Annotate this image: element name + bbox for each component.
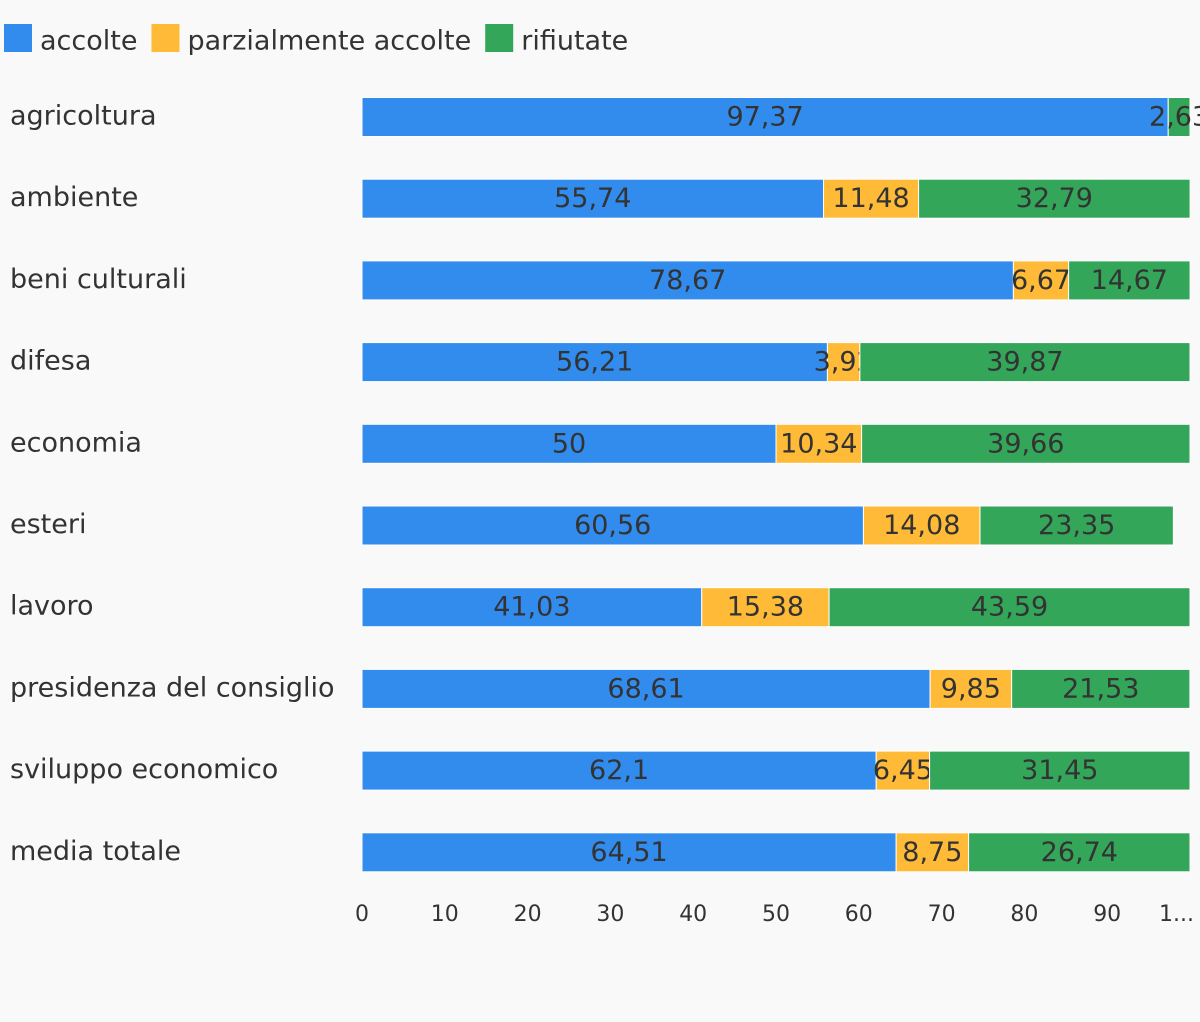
x-tick-label: 1... — [1159, 902, 1194, 927]
bar-segment — [361, 750, 877, 791]
legend-label: rifiutate — [521, 26, 628, 57]
legend-swatch — [4, 24, 32, 52]
bar-segment — [1012, 260, 1070, 301]
data-label: 39,87 — [986, 347, 1063, 378]
data-label: 43,59 — [971, 592, 1048, 623]
bar-segment — [929, 668, 1013, 709]
data-label: 9,85 — [941, 673, 1001, 704]
data-label: 6,45 — [873, 755, 933, 786]
data-label: 11,48 — [832, 183, 909, 214]
data-label: 10,34 — [780, 428, 857, 459]
x-tick-label: 20 — [514, 902, 542, 927]
data-label: 64,51 — [590, 837, 667, 868]
data-label: 14,67 — [1091, 265, 1168, 296]
x-tick-label: 0 — [355, 902, 369, 927]
bar-segment — [701, 587, 830, 628]
bar-segment — [1068, 260, 1191, 301]
bar-segment — [1167, 97, 1191, 137]
category-label: sviluppo economico — [10, 754, 278, 785]
data-label: 60,56 — [574, 510, 651, 541]
data-label: 78,67 — [649, 265, 726, 296]
bar-segment — [361, 423, 777, 464]
bar-segment — [826, 342, 861, 383]
x-tick-label: 10 — [431, 902, 459, 927]
category-label: ambiente — [10, 182, 138, 213]
bar-segment — [861, 423, 1191, 464]
category-label: agricoltura — [10, 101, 157, 132]
bar-segment — [862, 505, 981, 546]
category-label: media totale — [10, 836, 181, 867]
legend-swatch — [151, 24, 180, 52]
x-tick-label: 30 — [596, 902, 624, 927]
x-tick-label: 50 — [762, 902, 790, 927]
bar-segment — [828, 587, 1191, 628]
data-label: 15,38 — [727, 592, 804, 623]
data-label: 50 — [552, 428, 586, 459]
category-label: economia — [10, 427, 142, 458]
data-label: 68,61 — [607, 673, 684, 704]
bar-segment — [968, 832, 1191, 873]
bar-segment — [361, 832, 897, 873]
bar-segment — [895, 832, 970, 873]
data-label: 39,66 — [987, 428, 1064, 459]
category-label: esteri — [10, 509, 86, 540]
bar-segment — [361, 342, 828, 383]
data-label: 21,53 — [1062, 673, 1139, 704]
bar-segment — [859, 342, 1191, 383]
data-label: 31,45 — [1021, 755, 1098, 786]
data-label: 14,08 — [883, 510, 960, 541]
data-label: 62,1 — [589, 755, 649, 786]
category-label: presidenza del consiglio — [10, 672, 335, 703]
data-label: 26,74 — [1041, 837, 1118, 868]
category-label: difesa — [10, 346, 91, 377]
bar-segment — [361, 97, 1169, 137]
category-label: lavoro — [10, 591, 94, 622]
legend-label: accolte — [40, 26, 137, 57]
bar-segment — [361, 505, 864, 546]
bar-segment — [929, 750, 1191, 791]
x-tick-label: 70 — [928, 902, 956, 927]
data-label: 41,03 — [493, 592, 570, 623]
bar-segment — [979, 505, 1174, 546]
data-label: 8,75 — [902, 837, 962, 868]
data-label: 23,35 — [1038, 510, 1115, 541]
bar-segment — [1011, 668, 1191, 709]
bar-segment — [361, 587, 703, 628]
data-label: 6,67 — [1011, 265, 1071, 296]
bar-segment — [875, 750, 931, 791]
data-label: 56,21 — [556, 347, 633, 378]
bar-segment — [361, 260, 1014, 301]
x-tick-label: 80 — [1010, 902, 1038, 927]
data-label: 55,74 — [554, 183, 631, 214]
x-tick-label: 90 — [1093, 902, 1121, 927]
data-label: 2,63 — [1149, 102, 1200, 133]
data-label: 32,79 — [1016, 183, 1093, 214]
legend-label: parzialmente accolte — [187, 26, 471, 57]
data-label: 97,37 — [726, 102, 803, 133]
bar-segment — [918, 178, 1191, 219]
legend-swatch — [485, 24, 514, 52]
x-tick-label: 60 — [845, 902, 873, 927]
category-label: beni culturali — [10, 264, 187, 295]
x-tick-label: 40 — [679, 902, 707, 927]
